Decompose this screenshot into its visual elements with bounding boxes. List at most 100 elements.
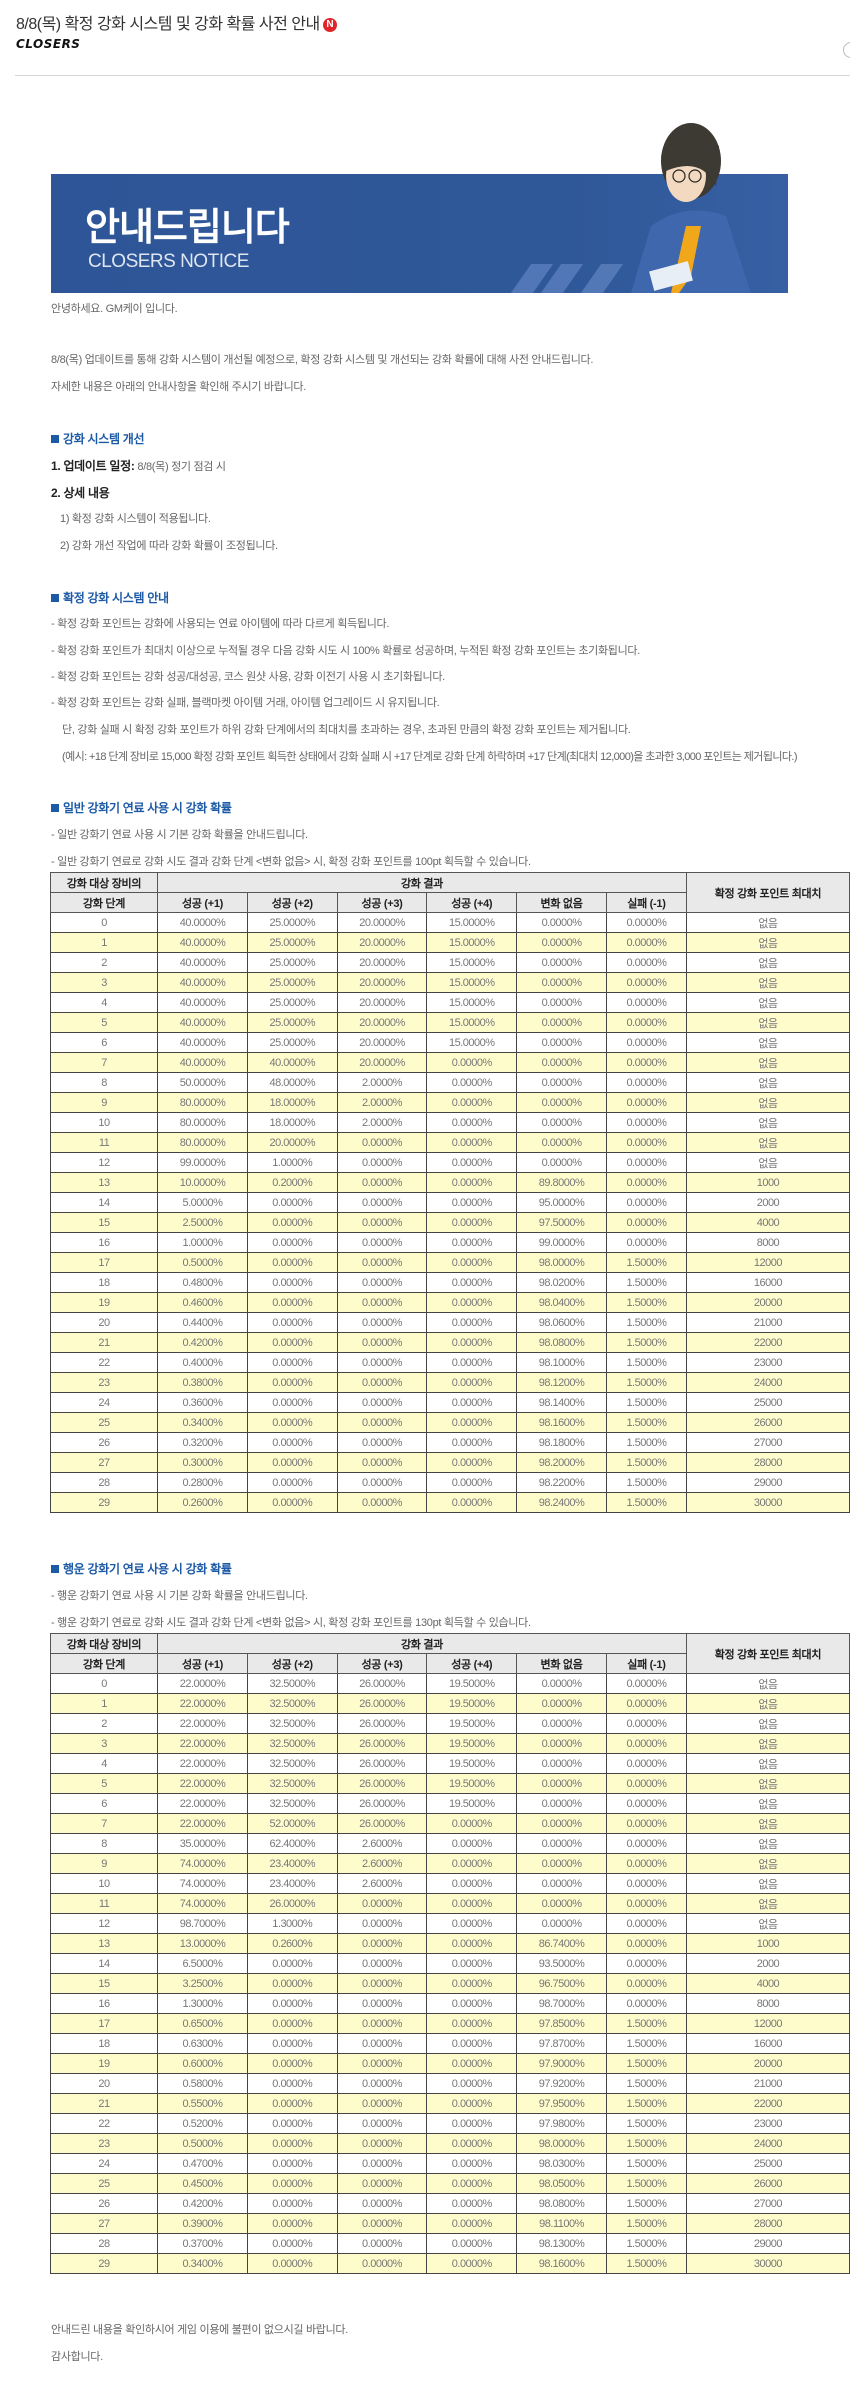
cell-success-3: 0.0000% — [336, 1232, 428, 1253]
table-row: 12 98.7000% 1.3000% 0.0000% 0.0000% 0.0000% 0.… — [49, 1913, 850, 1934]
cell-success-2: 23.4000% — [246, 1853, 338, 1874]
cell-stage: 27 — [49, 2213, 159, 2234]
cell-success-2: 32.5000% — [246, 1753, 338, 1774]
header-stage-line1: 강화 대상 장비의 — [49, 872, 159, 893]
cell-success-2: 0.0000% — [246, 2073, 338, 2094]
table-row: 23 0.3800% 0.0000% 0.0000% 0.0000% 98.1200% 1.… — [49, 1372, 850, 1393]
cell-fail: 0.0000% — [605, 1172, 687, 1193]
cell-success-4: 0.0000% — [426, 1813, 518, 1834]
cell-no-change: 0.0000% — [516, 972, 607, 993]
circle-icon[interactable] — [843, 42, 850, 58]
cell-success-3: 20.0000% — [336, 972, 428, 993]
cell-stage: 15 — [49, 1973, 159, 1994]
cell-fail: 0.0000% — [605, 1713, 687, 1734]
cell-success-3: 26.0000% — [336, 1713, 428, 1734]
cell-no-change: 98.1600% — [516, 2253, 607, 2274]
cell-fail: 1.5000% — [605, 1272, 687, 1293]
header-result: 강화 결과 — [157, 1633, 687, 1654]
cell-success-3: 0.0000% — [336, 1492, 428, 1513]
cell-fail: 0.0000% — [605, 1993, 687, 2014]
cell-stage: 13 — [49, 1172, 159, 1193]
cell-stage: 26 — [49, 2193, 159, 2214]
cell-success-4: 15.0000% — [426, 952, 518, 973]
cell-stage: 11 — [49, 1893, 159, 1914]
square-bullet-icon — [51, 594, 59, 602]
table-row: 9 80.0000% 18.0000% 2.0000% 0.0000% 0.0000% 0.… — [49, 1092, 850, 1113]
cell-max-points: 없음 — [685, 932, 850, 953]
cell-max-points: 없음 — [685, 952, 850, 973]
cell-success-1: 99.0000% — [157, 1152, 248, 1173]
table-row: 14 5.0000% 0.0000% 0.0000% 0.0000% 95.0000% 0.… — [49, 1192, 850, 1213]
table-row: 22 0.4000% 0.0000% 0.0000% 0.0000% 98.1000% 1.… — [49, 1352, 850, 1373]
cell-success-1: 0.5800% — [157, 2073, 248, 2094]
table-row: 28 0.3700% 0.0000% 0.0000% 0.0000% 98.1300% 1.… — [49, 2233, 850, 2254]
cell-success-1: 22.0000% — [157, 1733, 248, 1754]
cell-success-3: 0.0000% — [336, 1953, 428, 1974]
cell-stage: 20 — [49, 2073, 159, 2094]
cell-fail: 0.0000% — [605, 1152, 687, 1173]
cell-fail: 1.5000% — [605, 1332, 687, 1353]
cell-success-3: 0.0000% — [336, 1973, 428, 1994]
table-row: 4 40.0000% 25.0000% 20.0000% 15.0000% 0.0000%… — [49, 992, 850, 1013]
cell-success-2: 0.0000% — [246, 1312, 338, 1333]
table-row: 20 0.5800% 0.0000% 0.0000% 0.0000% 97.9200% 1.… — [49, 2073, 850, 2094]
cell-max-points: 없음 — [685, 1012, 850, 1033]
gm-character-illustration — [631, 123, 751, 293]
cell-success-1: 0.4800% — [157, 1272, 248, 1293]
cell-stage: 11 — [49, 1132, 159, 1153]
cell-success-4: 19.5000% — [426, 1713, 518, 1734]
cell-stage: 5 — [49, 1012, 159, 1033]
cell-success-4: 0.0000% — [426, 1412, 518, 1433]
cell-success-2: 32.5000% — [246, 1793, 338, 1814]
cell-fail: 0.0000% — [605, 1673, 687, 1694]
cell-stage: 18 — [49, 1272, 159, 1293]
cell-max-points: 1000 — [685, 1172, 850, 1193]
cell-stage: 21 — [49, 2093, 159, 2114]
table-row: 6 22.0000% 32.5000% 26.0000% 19.5000% 0.0000%… — [49, 1793, 850, 1814]
cell-fail: 1.5000% — [605, 2133, 687, 2154]
cell-max-points: 21000 — [685, 2073, 850, 2094]
cell-stage: 7 — [49, 1052, 159, 1073]
cell-success-2: 0.0000% — [246, 1472, 338, 1493]
cell-stage: 29 — [49, 2253, 159, 2274]
cell-no-change: 98.0600% — [516, 1312, 607, 1333]
square-bullet-icon — [51, 804, 59, 812]
cell-success-4: 0.0000% — [426, 2113, 518, 2134]
cell-success-2: 0.2600% — [246, 1933, 338, 1954]
cell-success-4: 19.5000% — [426, 1773, 518, 1794]
cell-success-1: 40.0000% — [157, 972, 248, 993]
cell-no-change: 98.7000% — [516, 1993, 607, 2014]
cell-success-4: 0.0000% — [426, 2013, 518, 2034]
cell-success-2: 32.5000% — [246, 1693, 338, 1714]
cell-success-1: 22.0000% — [157, 1693, 248, 1714]
cell-success-4: 0.0000% — [426, 1252, 518, 1273]
cell-success-1: 0.6300% — [157, 2033, 248, 2054]
cell-success-4: 0.0000% — [426, 1933, 518, 1954]
cell-no-change: 0.0000% — [516, 912, 607, 933]
cell-fail: 0.0000% — [605, 1693, 687, 1714]
cell-max-points: 1000 — [685, 1933, 850, 1954]
cell-max-points: 8000 — [685, 1993, 850, 2014]
cell-success-3: 0.0000% — [336, 2153, 428, 2174]
cell-success-3: 20.0000% — [336, 1032, 428, 1053]
table-row: 5 40.0000% 25.0000% 20.0000% 15.0000% 0.0000%… — [49, 1012, 850, 1033]
cell-success-1: 80.0000% — [157, 1132, 248, 1153]
cell-success-3: 0.0000% — [336, 2133, 428, 2154]
bullet-text: - 일반 강화기 연료로 강화 시도 결과 강화 단계 <변화 없음> 시, 확… — [51, 856, 531, 868]
intro-text: 자세한 내용은 아래의 안내사항을 확인해 주시기 바랍니다. — [51, 381, 306, 393]
cell-fail: 1.5000% — [605, 2013, 687, 2034]
cell-max-points: 28000 — [685, 2213, 850, 2234]
cell-success-4: 0.0000% — [426, 1272, 518, 1293]
cell-success-1: 0.2800% — [157, 1472, 248, 1493]
cell-success-4: 0.0000% — [426, 1833, 518, 1854]
cell-success-2: 25.0000% — [246, 952, 338, 973]
cell-success-4: 15.0000% — [426, 932, 518, 953]
cell-fail: 1.5000% — [605, 2173, 687, 2194]
cell-success-4: 0.0000% — [426, 1993, 518, 2014]
cell-success-2: 0.0000% — [246, 2253, 338, 2274]
cell-success-2: 0.0000% — [246, 2153, 338, 2174]
cell-stage: 25 — [49, 1412, 159, 1433]
cell-no-change: 0.0000% — [516, 992, 607, 1013]
detail-item: 1) 확정 강화 시스템이 적용됩니다. — [60, 513, 211, 525]
cell-max-points: 2000 — [685, 1953, 850, 1974]
